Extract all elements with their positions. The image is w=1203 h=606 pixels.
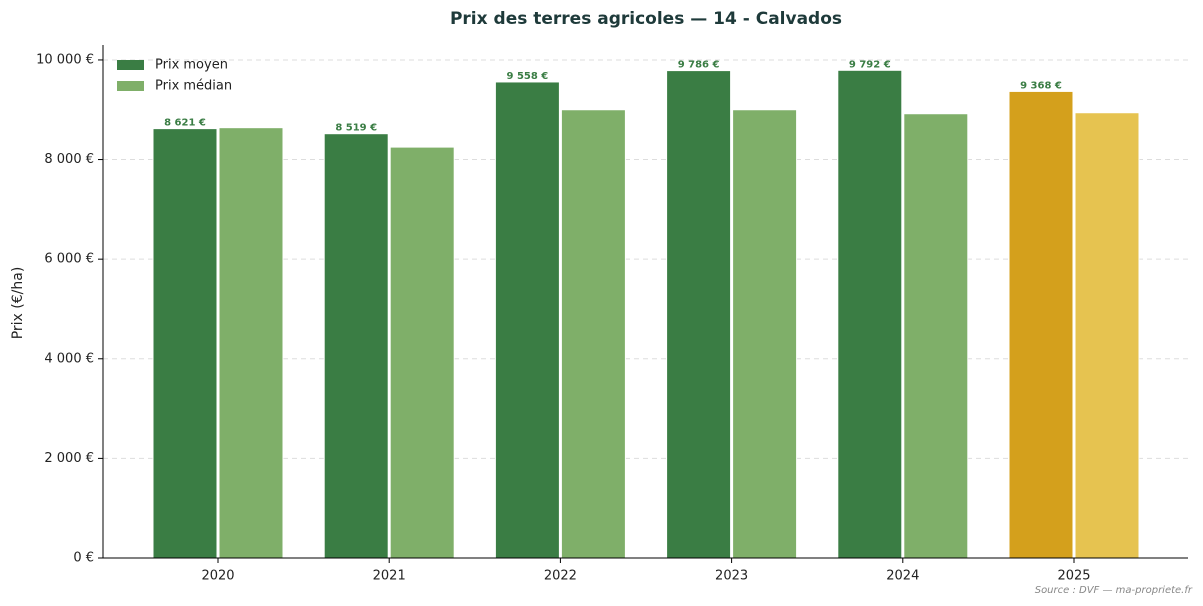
- legend-swatch: [117, 60, 144, 70]
- value-label: 9 792 €: [849, 59, 891, 70]
- legend-label: Prix moyen: [155, 58, 228, 73]
- bar: [323, 133, 389, 559]
- y-tick-label: 10 000 €: [36, 52, 94, 67]
- x-tick-label: 2022: [544, 569, 577, 584]
- bar: [666, 70, 732, 559]
- y-tick-label: 6 000 €: [44, 252, 94, 267]
- value-label: 9 368 €: [1020, 80, 1062, 91]
- bar: [903, 113, 969, 559]
- legend-label: Prix médian: [155, 79, 232, 94]
- value-label: 9 558 €: [507, 71, 549, 82]
- bar: [732, 109, 798, 559]
- bar: [152, 128, 218, 559]
- source: Source : DVF — ma-propriete.fr: [1035, 585, 1193, 596]
- bar: [494, 81, 560, 559]
- y-tick-label: 2 000 €: [44, 451, 94, 466]
- x-tick-label: 2020: [201, 569, 234, 584]
- x-tick-label: 2025: [1057, 569, 1090, 584]
- value-label: 8 519 €: [335, 123, 377, 134]
- legend-swatch: [117, 81, 144, 91]
- y-tick-label: 0 €: [73, 551, 94, 566]
- value-label: 9 786 €: [678, 60, 720, 71]
- bar: [389, 146, 455, 559]
- bar: [218, 127, 284, 559]
- bar: [1074, 112, 1140, 559]
- value-label: 8 621 €: [164, 118, 206, 129]
- y-tick-label: 4 000 €: [44, 351, 94, 366]
- bar: [560, 109, 626, 559]
- chart-title: Prix des terres agricoles — 14 - Calvado…: [450, 9, 842, 29]
- y-tick-label: 8 000 €: [44, 152, 94, 167]
- x-tick-label: 2024: [886, 569, 919, 584]
- bar: [837, 69, 903, 559]
- y-axis-label: Prix (€/ha): [10, 267, 26, 340]
- x-tick-label: 2021: [373, 569, 406, 584]
- bar: [1008, 90, 1074, 559]
- x-tick-label: 2023: [715, 569, 748, 584]
